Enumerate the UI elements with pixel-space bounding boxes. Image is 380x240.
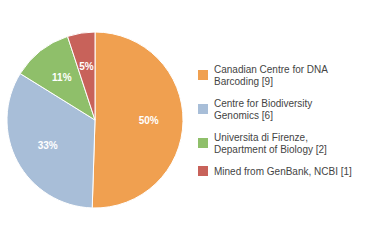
legend-label: Mined from GenBank, NCBI [1] xyxy=(214,166,352,177)
data-label: 11% xyxy=(52,72,72,83)
legend-swatch xyxy=(198,166,208,176)
slices xyxy=(7,32,183,208)
chart-container: 50% 33% 11% 5% Canadian Centre for DNABarcod… xyxy=(0,0,380,240)
chart: 50% 33% 11% 5% Canadian Centre for DNABarcod… xyxy=(0,0,380,240)
legend-label: Universita di Firenze,Department of Biol… xyxy=(214,132,327,155)
legend-swatch xyxy=(198,104,208,114)
legend-label: Centre for BiodiversityGenomics [6] xyxy=(214,98,312,121)
legend-swatch xyxy=(198,138,208,148)
pie-slice xyxy=(92,32,183,208)
legend-swatch xyxy=(198,70,208,80)
data-label: 5% xyxy=(79,61,94,72)
legend: Canadian Centre for DNABarcoding [9] Cent… xyxy=(198,64,352,177)
data-label: 50% xyxy=(139,115,159,126)
data-label: 33% xyxy=(38,140,58,151)
data-labels: 50% 33% 11% 5% xyxy=(38,61,159,150)
pie-slice xyxy=(68,32,95,120)
legend-label: Canadian Centre for DNABarcoding [9] xyxy=(214,64,328,87)
